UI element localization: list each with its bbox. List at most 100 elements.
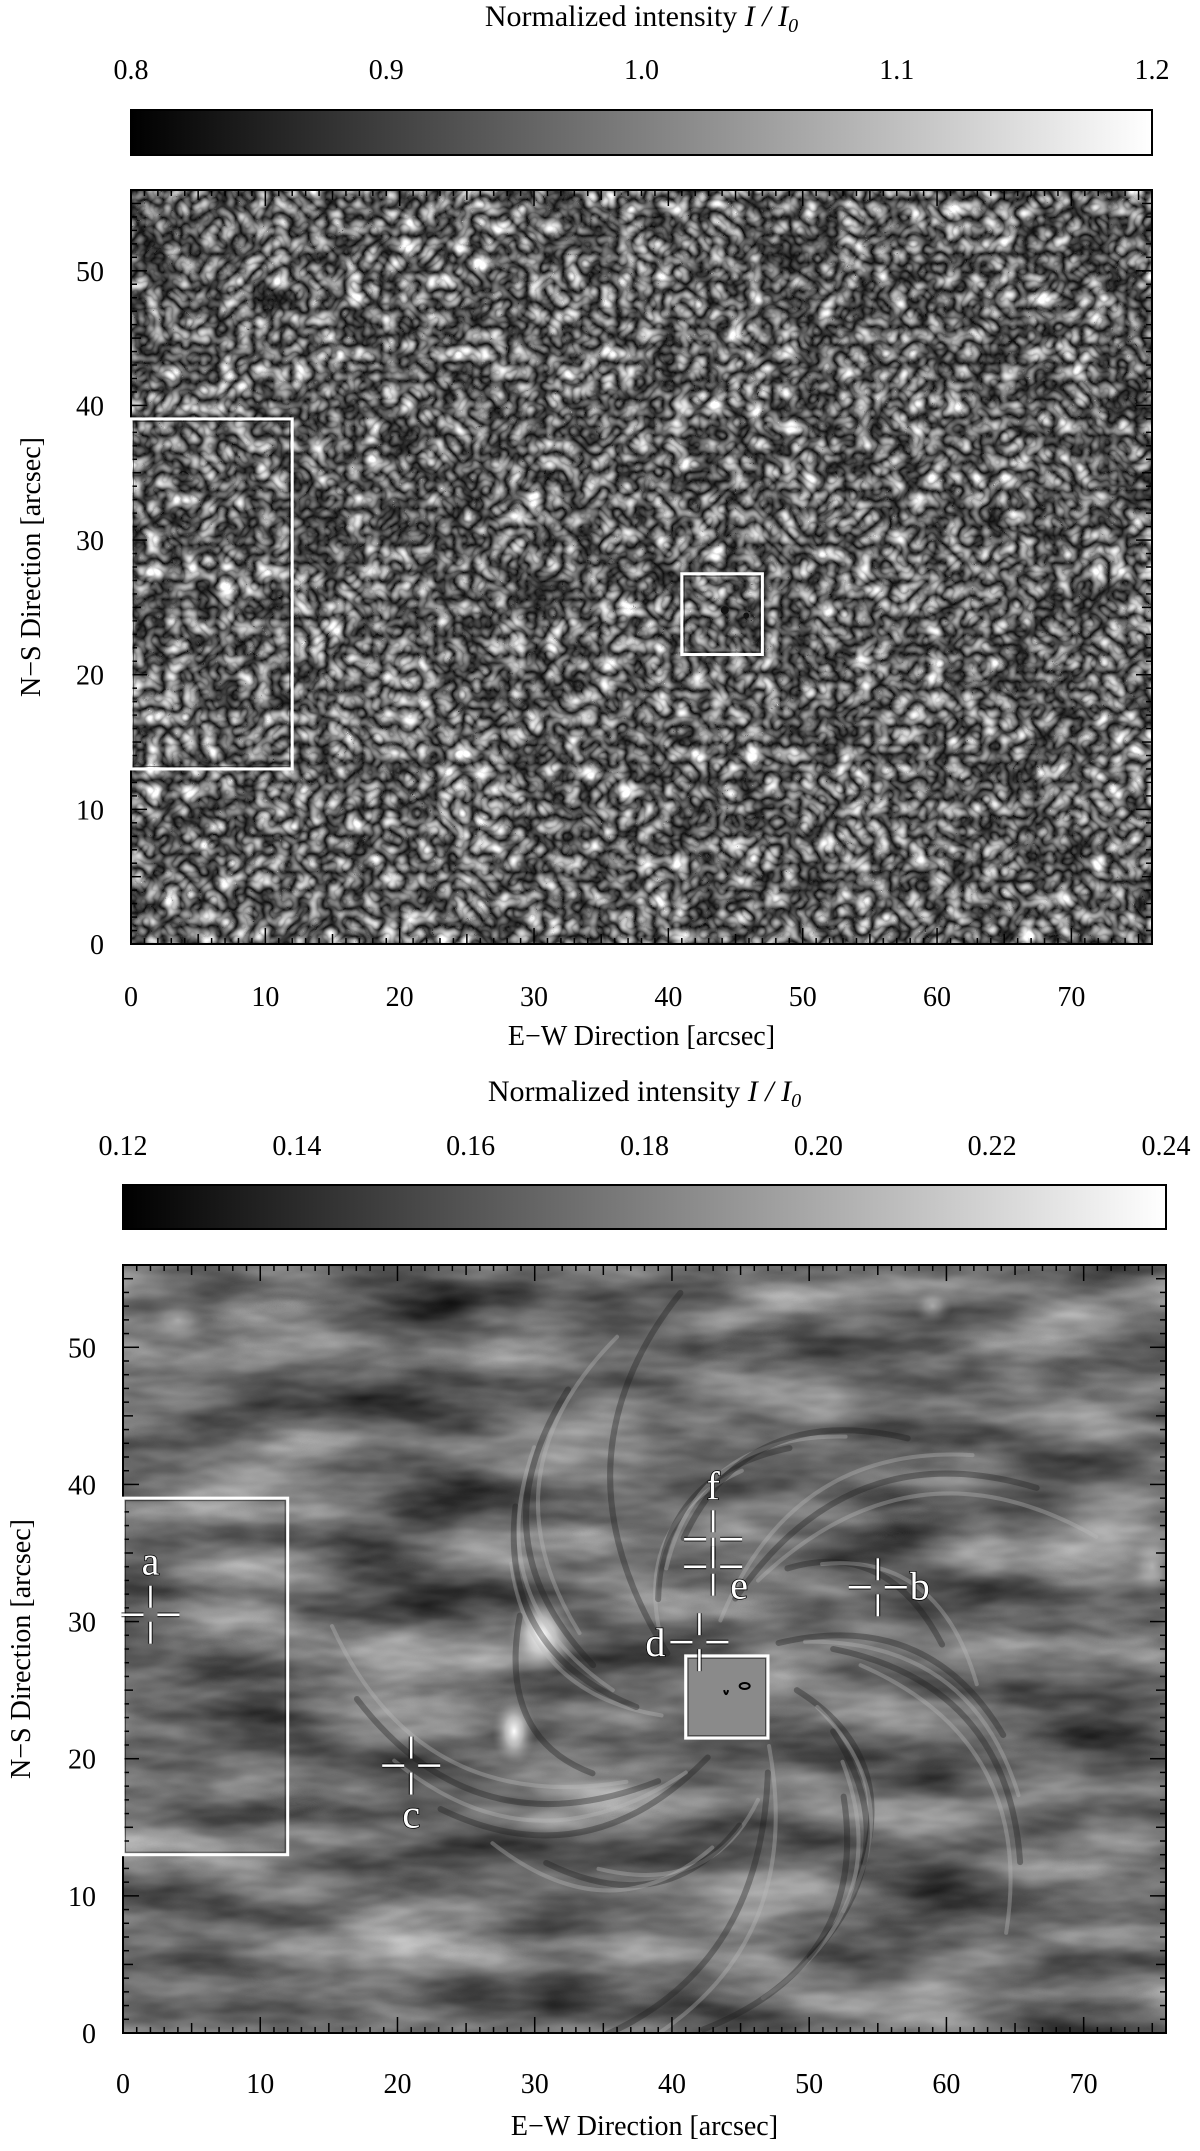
fibril: [543, 1822, 743, 1889]
box-left-shadow: [125, 1500, 286, 1853]
fibril: [820, 1561, 979, 1687]
y-axis-label: N−S Direction [arcsec]: [16, 437, 47, 697]
y-tick-label: 50: [68, 1333, 96, 1364]
x-axis-label: E−W Direction [arcsec]: [508, 1021, 775, 1052]
box-left: [129, 417, 294, 771]
fibril: [655, 1445, 793, 1603]
plage-bright: [143, 1293, 212, 1346]
colorbar-title: Normalized intensity I / I0: [488, 1075, 801, 1112]
x-tick-label: 60: [932, 2069, 960, 2100]
x-tick-label: 30: [521, 2069, 549, 2100]
fibril: [510, 1503, 640, 1711]
x-tick-label: 50: [795, 2069, 823, 2100]
colorbar-tick-label: 1.2: [1135, 55, 1170, 86]
fibril: [760, 1759, 861, 2001]
colorbar-tick-label: 0.12: [99, 1131, 148, 1162]
box-pore: [684, 1654, 770, 1740]
marker-d: d: [645, 1613, 729, 1672]
colorbar-symbol: I / I: [747, 1075, 793, 1108]
x-tick-label: 70: [1057, 982, 1085, 1013]
x-tick-label: 0: [124, 982, 138, 1013]
fibril: [602, 1769, 771, 2033]
y-tick-label: 0: [82, 2019, 96, 2050]
continuum-figure: Normalized intensity I / I00.8 0.9 1.0 1.1 1…: [16, 0, 1170, 1052]
colorbar-subscript: 0: [788, 15, 798, 37]
x-tick-label: 50: [789, 982, 817, 1013]
box-pore-shadow: [687, 1657, 767, 1737]
fibril: [607, 1289, 684, 1657]
x-tick-label: 10: [251, 982, 279, 1013]
x-tick-label: 60: [923, 982, 951, 1013]
fibril: [392, 1758, 688, 1823]
x-tick-label: 10: [246, 2069, 274, 2100]
marker-label-c: c: [402, 1792, 420, 1837]
plage-bright: [1128, 1532, 1166, 1601]
fibril: [858, 1663, 1013, 1935]
fibril: [803, 1639, 1021, 1798]
solar-image: [123, 1265, 1166, 2033]
fibril: [793, 1687, 875, 1866]
marker-f: f: [684, 1463, 743, 1569]
colorbar-title-text: Normalized intensity: [488, 1075, 748, 1108]
fibril: [815, 1705, 873, 1914]
y-tick-label: 40: [68, 1470, 96, 1501]
colorbar-tick-label: 0.18: [620, 1131, 669, 1162]
marker-label-d: d: [645, 1620, 665, 1665]
colorbar: [130, 109, 1153, 156]
y-tick-label: 0: [90, 930, 104, 961]
marker-c: c: [382, 1736, 441, 1837]
colorbar-tick-label: 1.0: [624, 55, 659, 86]
colorbar-tick-label: 0.20: [794, 1131, 843, 1162]
continuum-panel: Normalized intensity I / I0 0.8 0.9 1.0 1.1 1…: [0, 0, 1200, 1070]
fibril: [596, 1797, 761, 1877]
x-axis-label: E−W Direction [arcsec]: [511, 2111, 778, 2142]
marker-label-a: a: [142, 1539, 160, 1584]
fibril: [700, 1793, 851, 2033]
chromosphere-panel: Normalized intensity I / I0 0.12 0.14 0.16 0…: [0, 1075, 1200, 2151]
box-left: [121, 1496, 290, 1857]
chromosphere-texture: [123, 1265, 1166, 2033]
colorbar-title: Normalized intensity I / I0: [485, 0, 798, 37]
fibril: [437, 1754, 711, 1839]
fibril: [653, 1468, 744, 1631]
y-tick-label: 50: [76, 257, 104, 288]
marker-label-e: e: [730, 1563, 748, 1608]
fibril: [330, 1624, 629, 1790]
fibril: [680, 1427, 911, 1542]
box-left-shadow: [133, 420, 291, 767]
colorbar: [122, 1184, 1167, 1230]
pore-contour: [738, 1682, 751, 1691]
colorbar-tick-label: 0.24: [1142, 1131, 1191, 1162]
fibril: [655, 1744, 778, 2033]
fibril: [664, 1434, 848, 1571]
colorbar-tick-label: 0.8: [114, 55, 149, 86]
y-tick-label: 30: [76, 526, 104, 557]
x-tick-label: 20: [386, 982, 414, 1013]
colorbar-tick-label: 0.22: [968, 1131, 1017, 1162]
solar-image: [131, 190, 1152, 944]
fibril: [775, 1632, 1007, 1738]
box-pore: [680, 572, 764, 657]
fibril: [718, 1452, 975, 1623]
fibril: [830, 1645, 1024, 1866]
x-tick-label: 70: [1070, 2069, 1098, 2100]
fibril: [516, 1445, 615, 1693]
y-tick-label: 30: [68, 1608, 96, 1639]
colorbar-tick-label: 0.14: [272, 1131, 321, 1162]
colorbar-symbol: I / I: [744, 0, 790, 33]
pore-spot: [720, 606, 729, 615]
plage-bright: [912, 1288, 953, 1325]
y-tick-label: 40: [76, 391, 104, 422]
fibril: [512, 1612, 596, 1777]
x-tick-label: 40: [658, 2069, 686, 2100]
marker-label-b: b: [910, 1563, 930, 1608]
y-tick-label: 20: [68, 1745, 96, 1776]
y-axis-label: N−S Direction [arcsec]: [6, 1519, 37, 1779]
colorbar-title-text: Normalized intensity: [485, 0, 745, 33]
x-tick-label: 40: [654, 982, 682, 1013]
fibril: [756, 1491, 1099, 1583]
fibril: [732, 1470, 1040, 1602]
fibril: [353, 1696, 662, 1807]
fibril: [523, 1386, 597, 1669]
colorbar-subscript: 0: [791, 1090, 801, 1112]
